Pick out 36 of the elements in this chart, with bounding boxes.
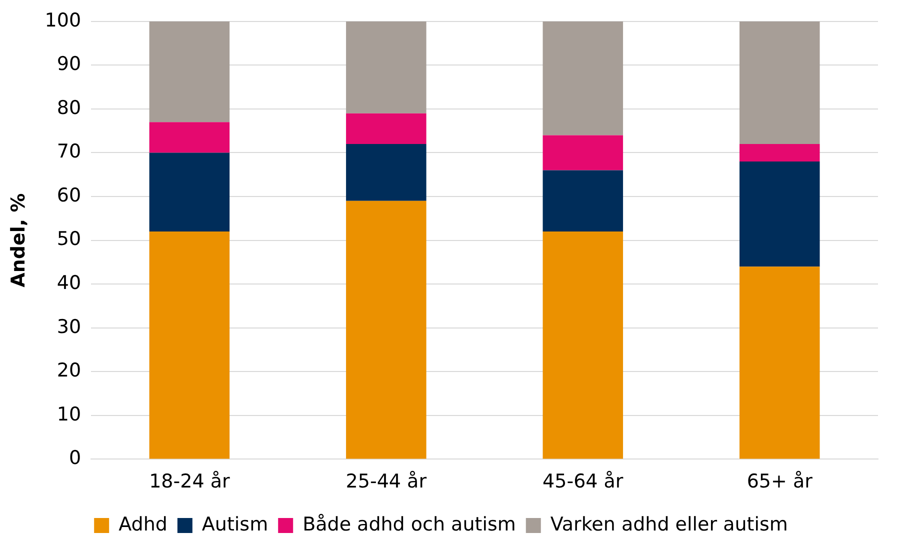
bar (149, 152, 230, 232)
y-tick-label: 90 (56, 53, 82, 76)
x-tick-label: 18-24 år (149, 470, 230, 493)
y-tick-label: 40 (56, 272, 82, 294)
bar (542, 170, 624, 232)
y-tick-label: 10 (56, 403, 82, 426)
y-axis-title: Andel, % (7, 193, 30, 288)
bar (740, 266, 820, 459)
bar (149, 21, 230, 122)
bar (542, 21, 624, 136)
bar (346, 144, 426, 201)
legend-label: Adhd (118, 513, 168, 536)
legend-label: Både adhd och autism (302, 513, 516, 536)
bar (149, 232, 230, 459)
bar (740, 21, 820, 144)
bar (346, 113, 426, 144)
bar (740, 161, 820, 267)
x-tick-label: 65+ år (746, 470, 813, 493)
x-tick-label: 25-44 år (346, 470, 427, 493)
x-tick-label: 45-64 år (542, 470, 624, 493)
y-tick-label: 100 (44, 9, 82, 32)
bar (346, 21, 426, 114)
y-tick-label: 50 (56, 228, 82, 250)
legend-label: Varken adhd eller autism (550, 513, 788, 536)
bar (149, 122, 230, 153)
bar (542, 135, 624, 170)
bar (346, 200, 426, 459)
y-tick-label: 70 (56, 140, 82, 163)
y-tick-label: 80 (56, 96, 82, 119)
y-tick-label: 20 (56, 360, 82, 382)
y-tick-label: 30 (56, 316, 82, 338)
legend-label: Autism (202, 513, 268, 536)
y-tick-label: 60 (56, 184, 82, 206)
y-tick-label: 0 (68, 447, 82, 470)
bar (740, 144, 820, 162)
bar (542, 232, 624, 459)
